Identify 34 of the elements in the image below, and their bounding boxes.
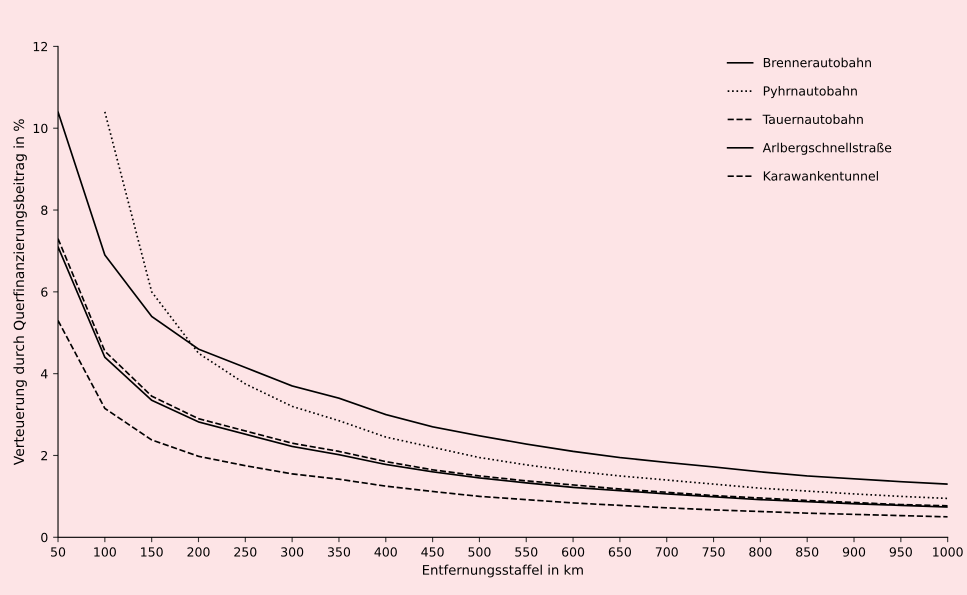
y-axis-title: Verteuerung durch Querfinanzierungsbeitrag in % bbox=[13, 119, 27, 466]
x-tick-label: 650 bbox=[608, 547, 631, 557]
x-tick-label: 1000 bbox=[933, 547, 963, 557]
x-tick-label: 250 bbox=[234, 547, 256, 557]
x-tick-label: 200 bbox=[187, 547, 210, 557]
legend-label: Karawankentunnel bbox=[764, 171, 878, 181]
legend-label: Arlbergschnellstraße bbox=[762, 142, 892, 155]
x-tick-label: 550 bbox=[515, 547, 538, 557]
x-tick-label: 500 bbox=[468, 547, 491, 557]
x-tick-label: 300 bbox=[281, 547, 304, 557]
x-axis-title: Entfernungsstaffel in km bbox=[422, 564, 583, 578]
x-tick-label: 800 bbox=[749, 547, 772, 557]
x-tick-label: 150 bbox=[141, 547, 163, 557]
x-tick-label: 950 bbox=[890, 547, 912, 557]
x-tick-label: 50 bbox=[51, 547, 66, 557]
y-tick-label: 12 bbox=[34, 42, 48, 52]
x-tick-label: 750 bbox=[702, 547, 725, 557]
x-tick-label: 350 bbox=[328, 547, 350, 557]
y-tick-label: 10 bbox=[34, 124, 48, 134]
x-tick-label: 600 bbox=[562, 547, 584, 557]
y-tick-label: 2 bbox=[41, 450, 48, 460]
y-tick-label: 6 bbox=[41, 287, 48, 297]
y-tick-label: 8 bbox=[41, 206, 48, 215]
legend-label: Pyhrnautobahn bbox=[764, 86, 857, 98]
y-tick-label: 0 bbox=[41, 532, 48, 542]
legend-label: Brennerautobahn bbox=[764, 58, 871, 68]
x-tick-label: 700 bbox=[656, 547, 678, 557]
y-tick-label: 4 bbox=[40, 369, 48, 378]
x-tick-label: 850 bbox=[796, 547, 818, 557]
x-tick-label: 450 bbox=[421, 547, 444, 557]
legend-label: Tauernautobahn bbox=[762, 114, 863, 124]
x-tick-label: 400 bbox=[374, 547, 397, 557]
x-tick-label: 100 bbox=[94, 547, 116, 557]
x-tick-label: 900 bbox=[842, 547, 866, 557]
